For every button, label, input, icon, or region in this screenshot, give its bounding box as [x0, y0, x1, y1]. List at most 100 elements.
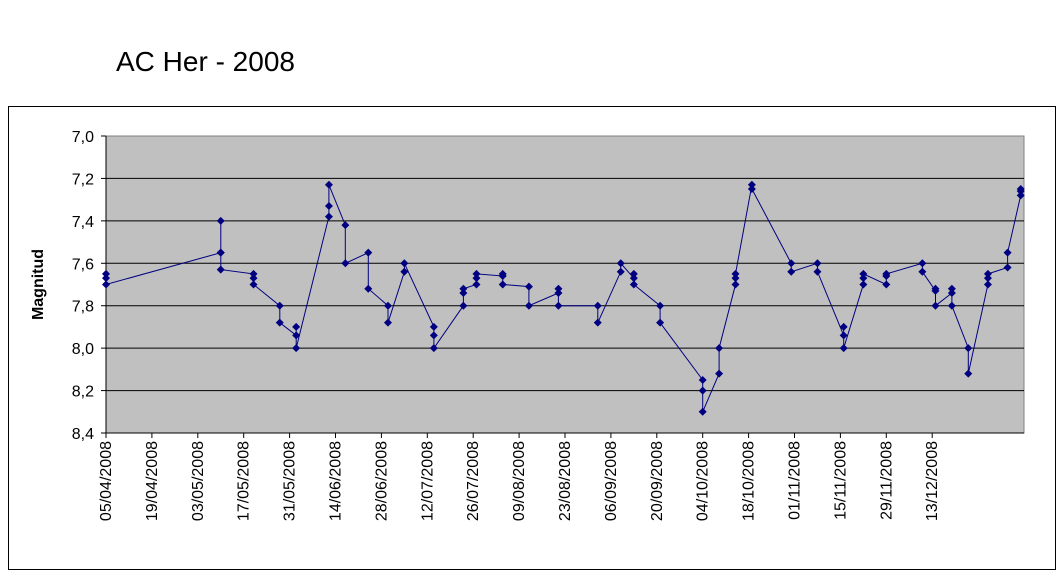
data-point — [629, 280, 638, 289]
data-point — [656, 318, 665, 327]
data-point — [400, 267, 409, 276]
data-point — [629, 269, 638, 278]
data-point — [364, 284, 373, 293]
data-point — [216, 265, 225, 274]
data-point — [400, 259, 409, 268]
x-tick-label: 26/07/2008 — [465, 441, 482, 521]
x-tick-label: 28/06/2008 — [373, 441, 390, 521]
x-tick-label: 17/05/2008 — [236, 441, 253, 521]
data-point — [554, 284, 563, 293]
chart-frame — [8, 106, 1056, 570]
data-point — [429, 344, 438, 353]
data-point — [983, 269, 992, 278]
x-tick-label: 06/09/2008 — [603, 441, 620, 521]
x-tick-label: 15/11/2008 — [832, 441, 849, 520]
x-tick-label: 03/05/2008 — [190, 441, 207, 521]
data-point — [839, 331, 848, 340]
data-point — [524, 301, 533, 310]
y-tick-label: 7,8 — [72, 299, 94, 316]
data-point — [498, 269, 507, 278]
data-point — [1016, 191, 1025, 200]
data-point — [102, 274, 110, 283]
plot-area — [105, 135, 1025, 434]
data-point — [383, 301, 392, 310]
data-point — [429, 331, 438, 340]
data-point — [249, 280, 258, 289]
data-point — [616, 259, 625, 268]
data-point — [459, 301, 468, 310]
data-point — [629, 274, 638, 283]
data-point — [947, 301, 956, 310]
x-tick-label: 13/12/2008 — [924, 441, 941, 521]
x-tick-label: 09/08/2008 — [511, 441, 528, 521]
data-point — [459, 288, 468, 297]
y-tick-label: 8,0 — [72, 341, 94, 358]
data-point — [839, 344, 848, 353]
data-point — [341, 221, 350, 230]
data-point — [498, 280, 507, 289]
data-point — [983, 274, 992, 283]
data-point — [715, 344, 724, 353]
data-point — [931, 284, 940, 293]
y-tick-label: 8,4 — [72, 426, 94, 443]
data-point — [747, 185, 756, 194]
data-point — [616, 267, 625, 276]
data-point — [787, 259, 796, 268]
data-point — [341, 259, 350, 268]
data-point — [918, 259, 927, 268]
data-point — [882, 280, 891, 289]
data-point — [554, 301, 563, 310]
data-point — [1003, 248, 1012, 257]
data-point — [324, 180, 333, 189]
data-point — [472, 269, 481, 278]
data-point — [292, 344, 301, 353]
data-point — [524, 282, 533, 291]
data-point — [1003, 263, 1012, 272]
x-tick-label: 01/11/2008 — [787, 441, 804, 520]
data-point — [715, 369, 724, 378]
x-tick-label: 23/08/2008 — [557, 441, 574, 521]
data-point — [275, 301, 284, 310]
data-point — [882, 269, 891, 278]
data-point — [102, 280, 110, 289]
data-point — [593, 301, 602, 310]
data-point — [324, 202, 333, 211]
data-point — [324, 212, 333, 221]
data-point — [731, 269, 740, 278]
y-tick-label: 8,2 — [72, 384, 94, 401]
data-point — [964, 369, 973, 378]
data-point — [292, 322, 301, 331]
data-point — [656, 301, 665, 310]
x-tick-label: 12/07/2008 — [419, 441, 436, 521]
y-axis-label: Magnitud — [30, 249, 47, 320]
data-point — [983, 280, 992, 289]
data-point — [787, 267, 796, 276]
data-point — [964, 344, 973, 353]
data-point — [292, 331, 301, 340]
x-tick-label: 29/11/2008 — [878, 441, 895, 520]
data-point — [698, 407, 707, 416]
x-tick-label: 19/04/2008 — [144, 441, 161, 521]
data-point — [859, 274, 868, 283]
data-point — [698, 386, 707, 395]
x-tick-label: 04/10/2008 — [695, 441, 712, 521]
chart-title: AC Her - 2008 — [116, 46, 295, 77]
y-tick-label: 7,6 — [72, 256, 94, 273]
data-point — [859, 280, 868, 289]
data-point — [472, 280, 481, 289]
y-tick-label: 7,2 — [72, 171, 94, 188]
data-point — [275, 318, 284, 327]
data-point — [249, 269, 258, 278]
data-point — [747, 180, 756, 189]
data-point — [216, 216, 225, 225]
data-point — [593, 318, 602, 327]
x-tick-label: 18/10/2008 — [741, 441, 758, 521]
data-point — [249, 274, 258, 283]
data-point — [931, 301, 940, 310]
data-point — [839, 322, 848, 331]
data-point — [472, 274, 481, 283]
data-point — [947, 288, 956, 297]
x-tick-label: 20/09/2008 — [649, 441, 666, 521]
data-point — [731, 274, 740, 283]
